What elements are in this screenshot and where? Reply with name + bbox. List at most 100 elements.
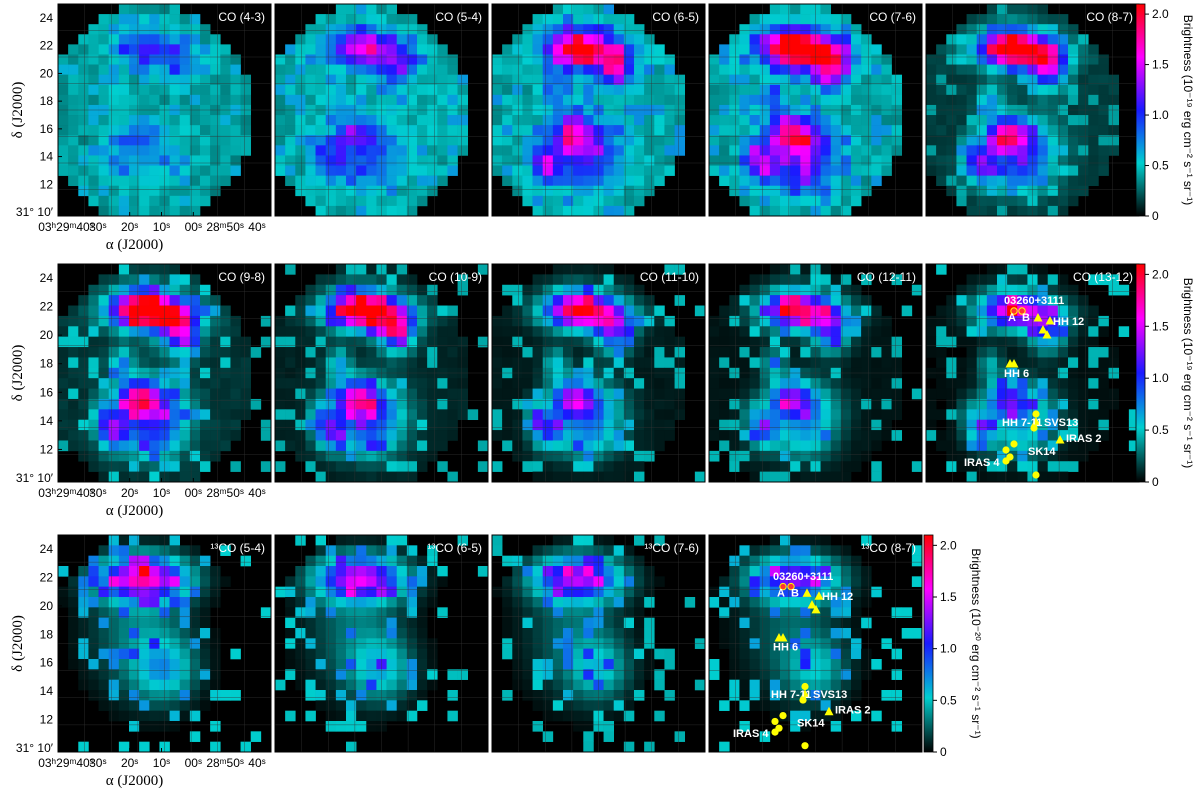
map-pixel: [502, 617, 513, 629]
map-pixel: [386, 175, 398, 187]
map-pixel: [583, 315, 594, 327]
map-pixel: [240, 741, 252, 753]
map-pixel: [709, 378, 720, 389]
map-pixel: [634, 586, 645, 598]
map-pixel: [654, 175, 665, 187]
map-pixel: [966, 450, 978, 462]
map-pixel: [129, 555, 140, 567]
map-pixel: [871, 54, 882, 65]
map-pixel: [1057, 440, 1069, 452]
map-pixel: [719, 315, 730, 327]
map-pixel: [1098, 315, 1109, 327]
map-pixel: [654, 347, 665, 358]
map-pixel: [1017, 471, 1028, 483]
map-pixel: [169, 566, 181, 577]
map-pixel: [851, 576, 862, 587]
map-pixel: [502, 145, 513, 156]
map-pixel: [603, 295, 615, 306]
map-pixel: [861, 94, 872, 106]
map-pixel: [1088, 388, 1099, 400]
map-pixel: [335, 274, 347, 286]
map-pixel: [800, 165, 811, 176]
map-pixel: [98, 398, 110, 410]
map-pixel: [129, 409, 140, 421]
map-pixel: [285, 378, 296, 389]
map-pixel: [108, 409, 120, 421]
map-pixel: [427, 576, 438, 587]
map-pixel: [583, 14, 594, 25]
map-pixel: [729, 125, 740, 136]
map-pixel: [88, 659, 99, 670]
map-pixel: [417, 586, 428, 598]
map-pixel: [759, 295, 771, 306]
map-pixel: [220, 378, 231, 389]
map-pixel: [719, 145, 730, 156]
map-pixel: [200, 576, 211, 587]
map-pixel: [759, 195, 771, 207]
map-pixel: [820, 195, 832, 207]
map-pixel: [335, 555, 347, 567]
colorbar-tick-label: 1.5: [940, 590, 957, 604]
map-pixel: [986, 195, 998, 207]
map-pixel: [437, 115, 448, 126]
x-tick-label: 00ˢ: [185, 486, 202, 500]
map-pixel: [634, 679, 645, 691]
map-pixel: [417, 54, 428, 65]
map-pixel: [1037, 315, 1049, 327]
map-pixel: [623, 115, 635, 126]
map-pixel: [542, 597, 554, 608]
map-pixel: [759, 185, 771, 197]
map-pixel: [169, 336, 181, 348]
map-pixel: [1057, 165, 1069, 176]
map-pixel: [1078, 398, 1089, 410]
map-pixel: [230, 347, 241, 358]
map-pixel: [759, 690, 771, 701]
map-pixel: [966, 165, 978, 176]
map-pixel: [346, 700, 357, 711]
map-pixel: [149, 440, 160, 452]
map-pixel: [830, 398, 842, 410]
map-pixel: [129, 535, 140, 546]
map-pixel: [729, 336, 740, 348]
map-pixel: [386, 64, 398, 75]
source-marker: [787, 582, 795, 591]
map-pixel: [220, 430, 231, 441]
map-pixel: [830, 155, 842, 166]
map-pixel: [386, 710, 398, 722]
map-pixel: [139, 135, 150, 146]
map-pixel: [946, 409, 957, 421]
map-pixel: [840, 700, 852, 711]
map-pixel: [674, 125, 686, 136]
map-pixel: [169, 295, 181, 306]
map-pixel: [502, 378, 513, 389]
map-pixel: [427, 295, 438, 306]
map-pixel: [305, 64, 316, 75]
map-pixel: [179, 669, 191, 680]
map-pixel: [512, 388, 523, 400]
map-pixel: [739, 555, 750, 567]
map-pixel: [573, 430, 584, 441]
map-pixel: [396, 336, 408, 348]
map-pixel: [129, 24, 140, 35]
map-pixel: [790, 284, 801, 296]
map-pixel: [926, 54, 937, 65]
map-pixel: [406, 115, 418, 126]
map-pixel: [946, 135, 957, 146]
map-pixel: [386, 409, 398, 421]
map-pixel: [169, 679, 181, 691]
map-pixel: [881, 398, 892, 410]
map-pixel: [780, 388, 791, 400]
map-panel: CO (10-9): [274, 263, 489, 483]
map-pixel: [1007, 388, 1018, 400]
map-pixel: [356, 295, 367, 306]
map-pixel: [583, 617, 594, 629]
map-pixel: [780, 165, 791, 176]
map-pixel: [997, 471, 1008, 483]
map-pixel: [78, 440, 89, 452]
map-pixel: [58, 115, 69, 126]
map-pixel: [315, 440, 327, 452]
map-pixel: [1047, 54, 1059, 65]
map-pixel: [654, 669, 665, 680]
map-pixel: [179, 659, 191, 670]
map-pixel: [315, 409, 327, 421]
